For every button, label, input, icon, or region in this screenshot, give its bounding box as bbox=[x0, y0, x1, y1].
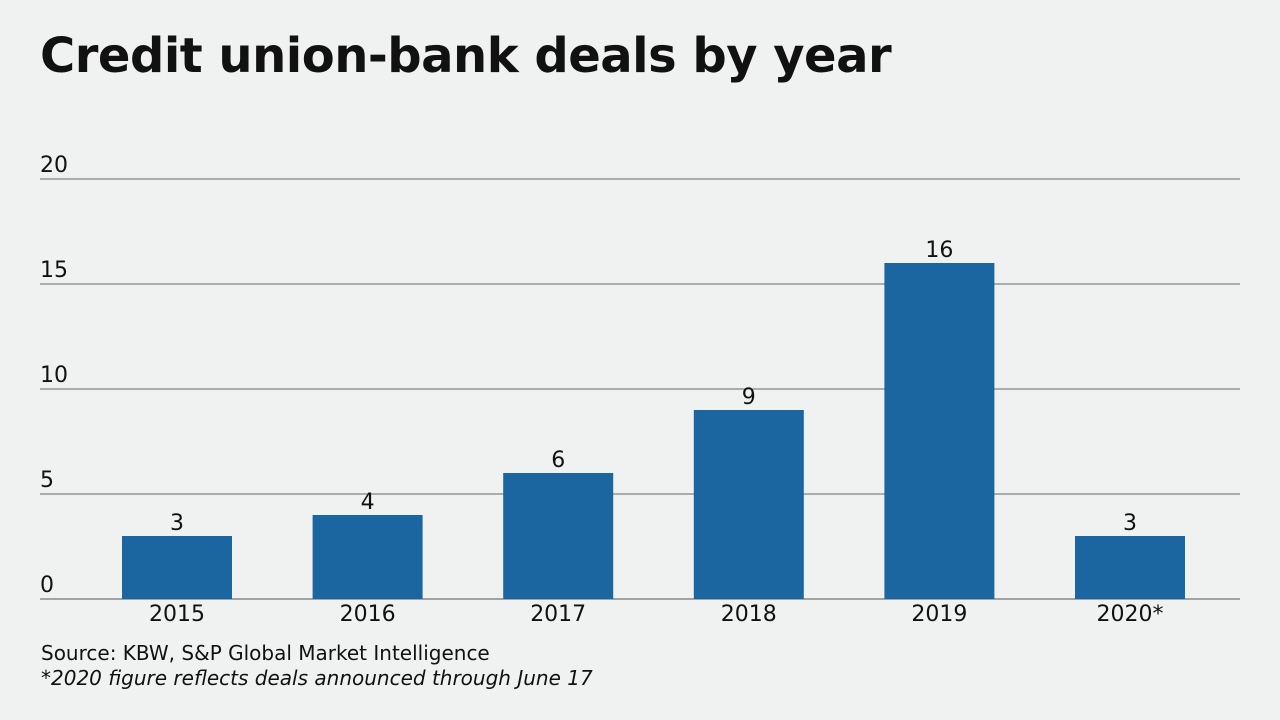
data-label: 3 bbox=[1123, 511, 1137, 536]
y-tick-label: 5 bbox=[40, 468, 54, 493]
y-tick-label: 20 bbox=[40, 153, 68, 178]
x-tick-label: 2018 bbox=[721, 602, 777, 627]
data-label: 16 bbox=[925, 238, 953, 263]
x-tick-label: 2019 bbox=[911, 602, 967, 627]
x-axis-ticks: 2015 2016 2017 2018 2019 2020* bbox=[149, 602, 1164, 627]
source-note: Source: KBW, S&P Global Market Intellige… bbox=[41, 641, 490, 665]
data-label: 9 bbox=[742, 385, 756, 410]
bar-2018 bbox=[693, 410, 804, 599]
footnote: *2020 figure reflects deals announced th… bbox=[41, 666, 593, 690]
bar-2019 bbox=[884, 263, 995, 599]
chart-title: Credit union-bank deals by year bbox=[40, 28, 892, 84]
y-tick-label: 15 bbox=[40, 258, 68, 283]
gridlines bbox=[40, 178, 1240, 600]
data-labels: 3 4 6 9 16 3 bbox=[170, 238, 1137, 536]
x-tick-label: 2020* bbox=[1097, 602, 1164, 627]
y-tick-label: 0 bbox=[40, 573, 54, 598]
bar-2020 bbox=[1075, 536, 1185, 599]
data-label: 3 bbox=[170, 511, 184, 536]
bar-2015 bbox=[122, 536, 232, 599]
bars bbox=[122, 263, 1185, 599]
y-tick-label: 10 bbox=[40, 363, 68, 388]
x-tick-label: 2015 bbox=[149, 602, 205, 627]
x-tick-label: 2016 bbox=[340, 602, 396, 627]
bar-2016 bbox=[312, 515, 423, 599]
data-label: 4 bbox=[361, 490, 375, 515]
y-axis-ticks: 0 5 10 15 20 bbox=[40, 153, 68, 598]
data-label: 6 bbox=[551, 448, 565, 473]
bar-2017 bbox=[503, 473, 614, 599]
x-tick-label: 2017 bbox=[530, 602, 586, 627]
